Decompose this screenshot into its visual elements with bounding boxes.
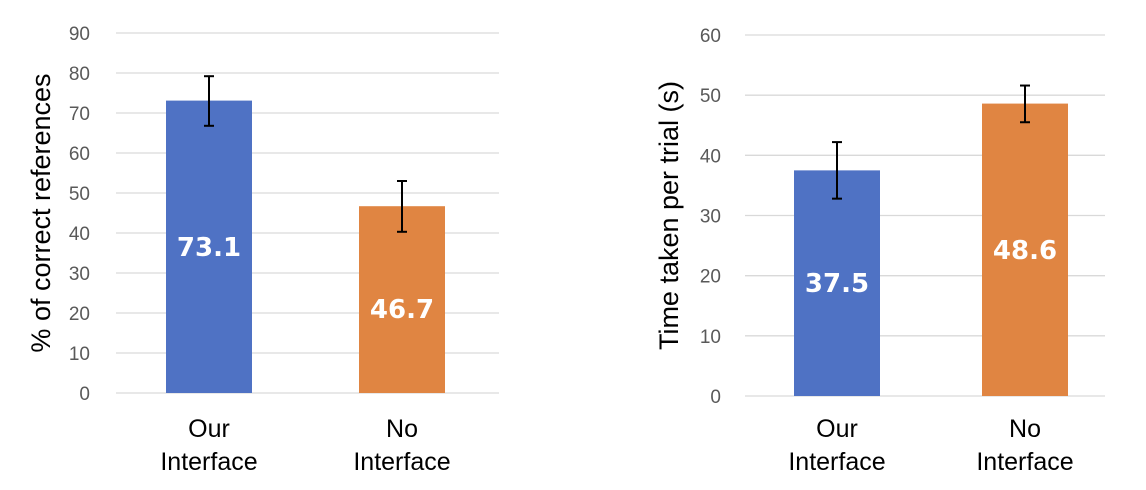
y-tick-label: 40 bbox=[69, 224, 90, 245]
bar bbox=[166, 100, 252, 393]
y-tick-label: 60 bbox=[700, 26, 721, 47]
y-tick-label: 10 bbox=[69, 344, 90, 365]
y-tick-label: 50 bbox=[700, 86, 721, 107]
category-label-line1: No bbox=[1009, 415, 1041, 443]
y-tick-label: 40 bbox=[700, 146, 721, 167]
y-tick-label: 30 bbox=[69, 264, 90, 285]
chart-correct-references: 0 10 20 30 40 50 60 70 80 90 % of correct referenc… bbox=[26, 24, 499, 476]
category-label-line2: Interface bbox=[160, 448, 257, 476]
bar bbox=[982, 103, 1068, 396]
y-tick-label: 20 bbox=[69, 304, 90, 325]
category-label-line2: Interface bbox=[353, 448, 450, 476]
data-label: 46.7 bbox=[370, 295, 434, 325]
category-label-line1: Our bbox=[188, 415, 230, 443]
data-label: 37.5 bbox=[805, 269, 869, 299]
data-label: 48.6 bbox=[993, 236, 1057, 266]
y-tick-label: 10 bbox=[700, 327, 721, 348]
y-tick-label: 70 bbox=[69, 104, 90, 125]
category-label-line2: Interface bbox=[788, 448, 885, 476]
y-tick-label: 90 bbox=[69, 24, 90, 45]
category-label-line2: Interface bbox=[976, 448, 1073, 476]
y-tick-label: 60 bbox=[69, 144, 90, 165]
y-tick-label: 50 bbox=[69, 184, 90, 205]
data-label: 73.1 bbox=[177, 233, 241, 263]
y-tick-label: 20 bbox=[700, 267, 721, 288]
y-tick-label: 0 bbox=[710, 387, 721, 408]
bar bbox=[794, 170, 880, 396]
y-axis-label: % of correct references bbox=[26, 73, 56, 352]
category-label-line1: Our bbox=[816, 415, 858, 443]
y-tick-label: 30 bbox=[700, 207, 721, 228]
y-tick-label: 0 bbox=[79, 384, 90, 405]
category-label-line1: No bbox=[386, 415, 418, 443]
chart-time-per-trial: 0 10 20 30 40 50 60 Time taken per trial (s) 37.… bbox=[654, 26, 1105, 476]
y-axis-label: Time taken per trial (s) bbox=[654, 81, 684, 350]
y-tick-label: 80 bbox=[69, 64, 90, 85]
bar bbox=[359, 206, 445, 393]
